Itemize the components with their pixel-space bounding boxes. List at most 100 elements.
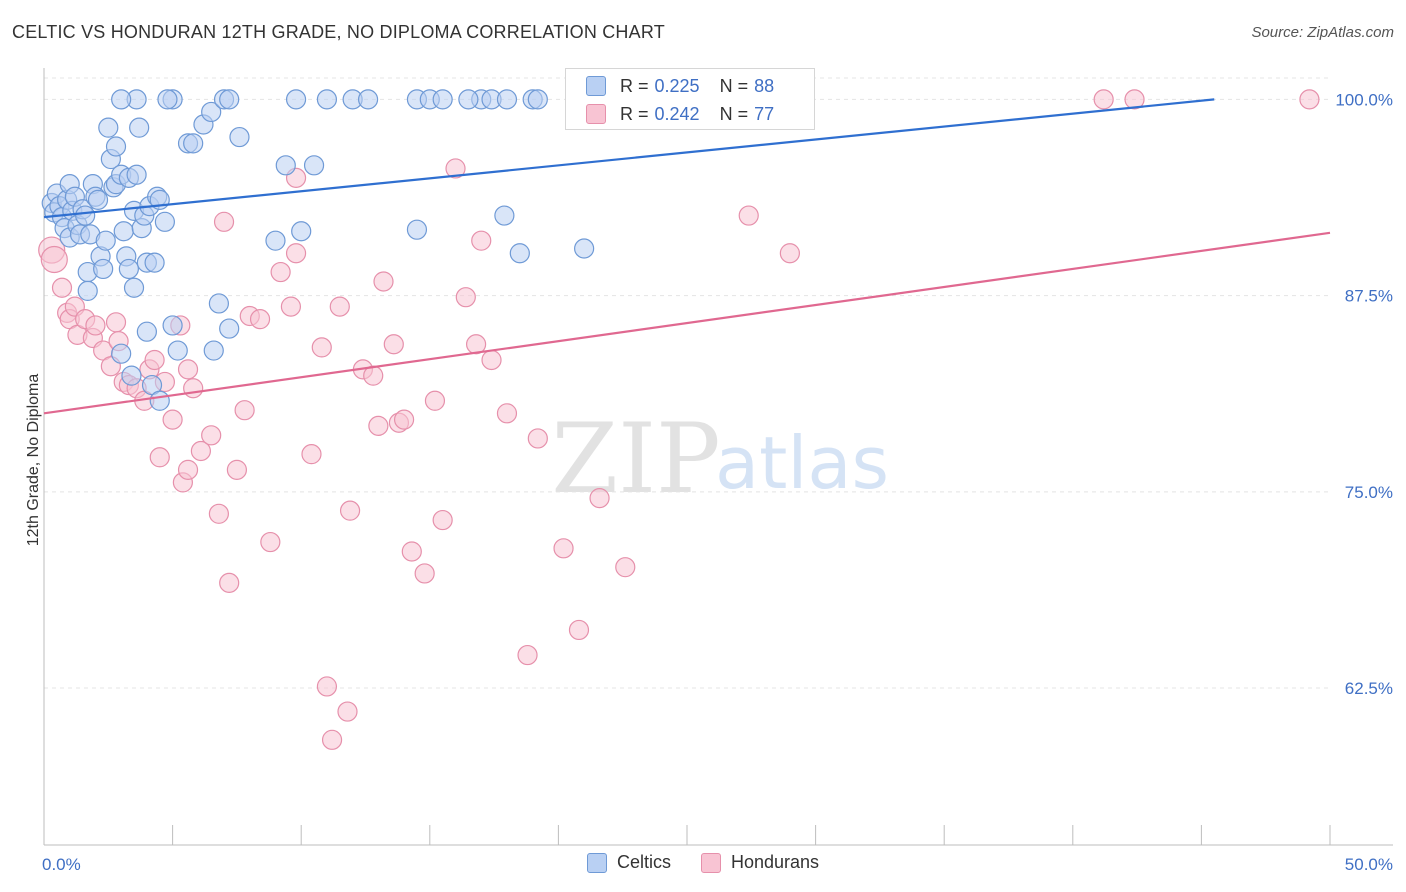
- hondurans-point-28: [190, 440, 211, 462]
- celtics-point-70: [303, 155, 325, 176]
- celtics-point-58: [183, 133, 204, 154]
- y-tick-label-1: 87.5%: [1345, 287, 1393, 306]
- celtics-point-37: [129, 117, 150, 138]
- celtics-point-14: [75, 205, 96, 226]
- hondurans-point-65: [496, 403, 518, 424]
- celtics-point-34: [123, 277, 145, 298]
- celtics-point-30: [113, 221, 134, 242]
- hondurans-point-19: [144, 349, 165, 371]
- stats-row-celtics: R = 0.225 N = 88: [586, 74, 774, 98]
- hondurans-point-59: [432, 509, 453, 531]
- hondurans-point-56: [401, 541, 422, 562]
- celtics-point-62: [219, 89, 240, 110]
- hondurans-point-27: [177, 459, 199, 480]
- hondurans-point-39: [280, 296, 302, 317]
- hondurans-point-48: [339, 500, 361, 521]
- hondurans-point-34: [234, 400, 255, 421]
- celtics-point-85: [406, 219, 428, 240]
- hondurans-r-value: 0.242: [654, 103, 700, 124]
- hondurans-point-64: [481, 349, 502, 371]
- hondurans-n-label: N =: [719, 103, 749, 124]
- hondurans-point-20: [149, 447, 170, 468]
- celtics-point-66: [203, 340, 224, 361]
- hondurans-point-9: [85, 315, 106, 336]
- celtics-point-65: [208, 293, 229, 314]
- y-tick-label-0: 100.0%: [1335, 90, 1393, 109]
- hondurans-point-37: [260, 531, 281, 553]
- hondurans-point-60: [445, 158, 466, 179]
- hondurans-point-43: [311, 337, 332, 358]
- hondurans-point-25: [183, 378, 204, 399]
- hondurans-point-22: [162, 409, 183, 430]
- hondurans-point-44: [316, 676, 338, 697]
- legend-label-celtics: Celtics: [616, 852, 671, 872]
- celtics-point-24: [98, 117, 119, 138]
- y-tick-label-2: 75.0%: [1345, 483, 1393, 502]
- watermark-zip: ZIP: [551, 403, 720, 515]
- hondurans-point-47: [321, 729, 343, 750]
- celtics-legend-swatch-icon: [586, 852, 607, 873]
- stats-legend: R = 0.225 N = 88 R = 0.242 N = 77: [565, 68, 815, 130]
- hondurans-point-57: [414, 563, 435, 584]
- hondurans-point-41: [285, 243, 307, 264]
- hondurans-point-2: [51, 277, 73, 298]
- hondurans-point-74: [1093, 89, 1114, 110]
- celtics-point-83: [527, 89, 548, 110]
- celtics-point-52: [167, 340, 188, 361]
- celtics-point-23: [95, 230, 116, 251]
- stats-row-hondurans: R = 0.242 N = 77: [586, 102, 774, 126]
- celtics-point-56: [111, 89, 132, 110]
- hondurans-point-68: [553, 538, 574, 559]
- hondurans-point-73: [779, 243, 800, 264]
- celtics-n-label: N =: [719, 75, 749, 96]
- celtics-point-78: [458, 89, 479, 110]
- hondurans-point-33: [226, 459, 247, 480]
- celtics-point-51: [162, 315, 183, 336]
- celtics-point-74: [357, 89, 379, 110]
- hondurans-point-42: [301, 444, 322, 465]
- hondurans-point-32: [219, 572, 240, 593]
- celtics-point-45: [154, 211, 175, 232]
- legend-item-celtics[interactable]: Celtics: [586, 852, 671, 873]
- chart-source: Source: ZipAtlas.com: [1251, 24, 1394, 41]
- hondurans-swatch-icon: [586, 104, 606, 124]
- hondurans-point-66: [517, 644, 538, 666]
- x-tick-label-0: 0.0%: [42, 855, 81, 874]
- hondurans-trend-line: [43, 231, 1331, 415]
- celtics-n-value: 88: [754, 75, 775, 96]
- hondurans-point-76: [1299, 89, 1320, 110]
- celtics-point-84: [494, 205, 515, 226]
- hondurans-point-58: [424, 390, 446, 411]
- celtics-point-42: [144, 252, 165, 273]
- hondurans-point-51: [368, 415, 389, 436]
- celtics-point-32: [118, 258, 139, 280]
- hondurans-point-67: [527, 428, 548, 449]
- hondurans-point-45: [329, 296, 350, 317]
- series-celtics: [41, 89, 595, 411]
- x-tick-label-1: 50.0%: [1345, 855, 1393, 874]
- celtics-point-47: [121, 365, 142, 386]
- celtics-point-64: [219, 318, 240, 339]
- chart-title: CELTIC VS HONDURAN 12TH GRADE, NO DIPLOM…: [12, 22, 665, 42]
- celtics-r-value: 0.225: [654, 75, 700, 96]
- hondurans-point-52: [373, 271, 394, 292]
- hondurans-legend-swatch-icon: [700, 852, 721, 873]
- celtics-point-69: [291, 221, 312, 242]
- celtics-point-28: [105, 136, 127, 157]
- hondurans-point-46: [337, 701, 358, 722]
- watermark-atlas: atlas: [715, 421, 889, 505]
- hondurans-point-53: [383, 334, 404, 355]
- hondurans-point-29: [201, 425, 222, 446]
- hondurans-point-12: [105, 312, 127, 333]
- celtics-point-72: [285, 89, 307, 110]
- celtics-point-71: [316, 89, 338, 110]
- celtics-r-label: R =: [620, 75, 649, 96]
- legend-item-hondurans[interactable]: Hondurans: [700, 852, 820, 873]
- legend-label-hondurans: Hondurans: [730, 852, 820, 872]
- hondurans-point-31: [213, 211, 235, 232]
- hondurans-point-61: [455, 287, 476, 308]
- celtics-point-87: [574, 238, 595, 259]
- celtics-point-54: [157, 89, 178, 110]
- celtics-point-68: [275, 155, 296, 176]
- hondurans-point-71: [615, 557, 636, 578]
